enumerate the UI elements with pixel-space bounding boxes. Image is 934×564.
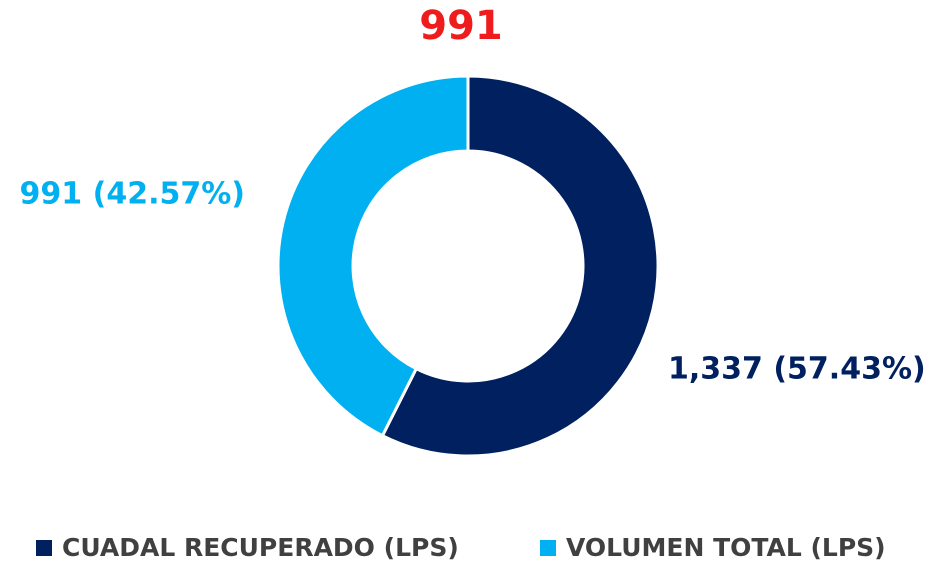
value-label: 991 (42.57%) [20, 177, 245, 212]
legend-label: CUADAL RECUPERADO (LPS) [62, 533, 459, 562]
slice [276, 74, 470, 438]
legend-label: VOLUMEN TOTAL (LPS) [566, 533, 886, 562]
legend-swatch [36, 540, 52, 556]
legend-swatch [540, 540, 556, 556]
slice [380, 74, 660, 458]
value-label: 1,337 (57.43%) [668, 352, 926, 387]
chart-title: 991 [419, 3, 503, 49]
